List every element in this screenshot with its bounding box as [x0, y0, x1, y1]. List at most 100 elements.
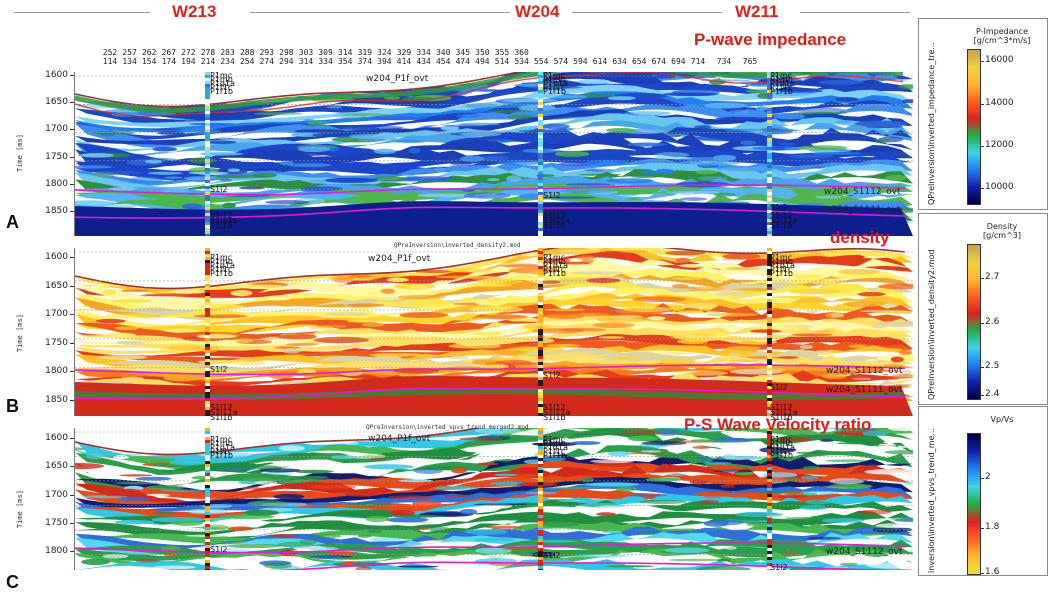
well-log-strip	[205, 72, 210, 75]
well-log-strip	[538, 105, 543, 108]
well-marker-bottom: S1l11a	[210, 216, 238, 225]
well-marker-top: P1f1b	[770, 269, 793, 278]
well-marker-top: P1mb	[770, 75, 793, 84]
panel-a-horizon-mid: w204_S1112_ovt	[824, 187, 901, 197]
well-log-strip	[538, 72, 543, 75]
well-log-strip	[205, 497, 210, 500]
section-lens	[615, 486, 637, 492]
well-log-strip	[205, 296, 210, 299]
section-lens	[857, 292, 886, 297]
well-log-strip	[538, 548, 543, 551]
well-log-strip	[538, 225, 543, 228]
section-lens	[811, 166, 826, 169]
well-log-strip	[767, 365, 772, 368]
section-lens	[307, 120, 328, 126]
well-log-strip	[205, 557, 210, 560]
well-log-strip	[205, 506, 210, 509]
well-log-strip	[767, 293, 772, 296]
section-lens	[241, 486, 261, 490]
section-lens	[690, 439, 715, 443]
well-log-strip	[767, 186, 772, 189]
well-log-strip	[767, 341, 772, 344]
well-log-strip	[538, 446, 543, 449]
section-lens	[580, 477, 595, 483]
well-marker-top: P1mb	[543, 75, 566, 84]
well-log-strip	[767, 551, 772, 554]
well-log-strip	[538, 554, 543, 557]
well-log-strip	[538, 84, 543, 87]
well-log-strip	[538, 129, 543, 132]
panel-a-horizon-lower: w204_S1111_ovt	[824, 205, 901, 215]
section-lens	[230, 290, 253, 297]
section-lens	[227, 526, 253, 531]
well-marker-bottom: S1l12	[210, 403, 233, 412]
section-lens	[135, 559, 160, 563]
well-log-strip	[767, 443, 772, 446]
well-log-strip	[767, 539, 772, 542]
well-marker-bottom: S1l12	[210, 211, 233, 220]
well-log-strip	[538, 305, 543, 308]
well-marker-top: P1q1a	[543, 443, 568, 452]
well-log-strip	[538, 362, 543, 365]
well-log-strip	[538, 204, 543, 207]
section-lens	[219, 178, 232, 182]
well-log-strip	[205, 177, 210, 180]
well-log-strip	[205, 434, 210, 437]
section-lens	[115, 340, 146, 345]
well-log-strip	[767, 434, 772, 437]
section-lens	[580, 72, 612, 73]
section-layer	[75, 248, 913, 299]
section-lens	[788, 153, 834, 159]
well-log-strip	[767, 344, 772, 347]
well-log-strip	[205, 269, 210, 272]
well-log-strip	[205, 299, 210, 302]
section-lens	[557, 277, 594, 284]
well-marker-top: P1f1b	[543, 451, 566, 460]
section-lens	[278, 445, 305, 452]
well-log-strip	[538, 452, 543, 455]
trace-label-bottom: 274	[259, 57, 275, 66]
time-tick-mark	[70, 257, 74, 258]
section-lens	[405, 101, 430, 105]
section-lens	[399, 312, 449, 318]
trace-label-top: 252	[102, 48, 118, 57]
well-log-strip	[538, 311, 543, 314]
well-log-strip	[205, 231, 210, 234]
well-log-strip	[538, 108, 543, 111]
section-lens	[285, 343, 319, 346]
section-lens	[710, 289, 765, 293]
well-log-strip	[767, 512, 772, 515]
section-lens	[705, 442, 754, 446]
section-lens	[592, 322, 635, 328]
well-marker-mid: S1l2	[770, 203, 788, 212]
deep-zone	[75, 376, 913, 416]
section-lens	[456, 113, 482, 118]
well-log-strip	[205, 368, 210, 371]
well-log-strip	[538, 290, 543, 293]
section-lens	[678, 286, 725, 292]
legend-density: Density [g/cm^3] QPreInversion\inverted_d…	[918, 213, 1048, 405]
well-log-strip	[767, 455, 772, 458]
legend-vpvs: Vp/Vs inversion\inverted_vpvs_trend_me..…	[918, 406, 1048, 577]
section-lens	[576, 255, 596, 261]
well-log-strip	[538, 180, 543, 183]
section-lens	[394, 140, 426, 143]
section-lens	[518, 129, 571, 133]
section-lens	[501, 264, 548, 268]
trace-label-bottom: 154	[141, 57, 157, 66]
section-lens	[105, 494, 139, 497]
section-lens	[473, 503, 528, 506]
trace-label-top: 298	[279, 48, 294, 57]
time-tick-mark	[70, 129, 74, 131]
trace-label-bottom: 314	[298, 57, 314, 66]
section-lens	[693, 271, 709, 275]
section-lens	[859, 310, 911, 313]
well-log-strip	[538, 482, 543, 485]
well-log-strip	[538, 78, 543, 81]
section-lens	[648, 352, 696, 355]
section-lens	[590, 459, 634, 464]
well-log-strip	[767, 150, 772, 153]
section-lens	[164, 176, 183, 179]
well-log-strip	[205, 108, 210, 111]
well-log-strip	[205, 275, 210, 278]
